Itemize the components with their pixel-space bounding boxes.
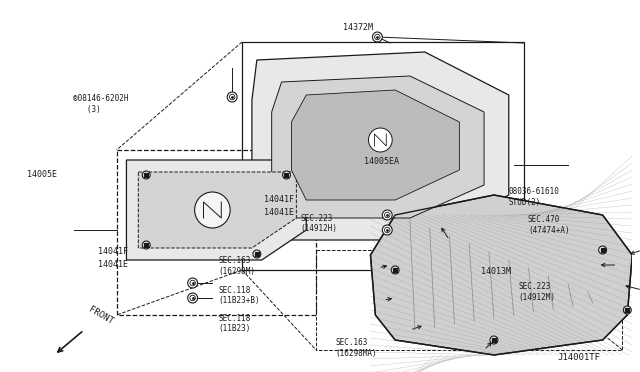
Circle shape bbox=[229, 94, 235, 100]
Polygon shape bbox=[371, 195, 632, 355]
Text: SEC.118
(11B23): SEC.118 (11B23) bbox=[218, 314, 250, 333]
Text: 14041F: 14041F bbox=[98, 247, 128, 256]
Circle shape bbox=[374, 34, 380, 40]
Circle shape bbox=[623, 306, 631, 314]
Circle shape bbox=[382, 210, 392, 220]
Text: 08036-61610
STUD(2): 08036-61610 STUD(2) bbox=[509, 187, 560, 207]
Circle shape bbox=[385, 227, 390, 233]
Circle shape bbox=[598, 246, 607, 254]
Text: SEC.470
(47474+A): SEC.470 (47474+A) bbox=[528, 215, 570, 235]
Text: J14001TF: J14001TF bbox=[557, 353, 600, 362]
Text: 14005E: 14005E bbox=[26, 170, 56, 179]
Text: SEC.118
(11B23+B): SEC.118 (11B23+B) bbox=[218, 286, 260, 305]
Polygon shape bbox=[127, 160, 307, 260]
Text: SEC.223
(14912H): SEC.223 (14912H) bbox=[300, 214, 337, 233]
Circle shape bbox=[195, 192, 230, 228]
Polygon shape bbox=[138, 172, 296, 248]
Circle shape bbox=[227, 92, 237, 102]
Text: SEC.223
(14912M): SEC.223 (14912M) bbox=[518, 282, 556, 302]
Circle shape bbox=[190, 295, 195, 301]
Polygon shape bbox=[271, 76, 484, 218]
Text: ®08146-6202H
   (3): ®08146-6202H (3) bbox=[73, 94, 128, 114]
Text: 14005EA: 14005EA bbox=[364, 157, 399, 166]
Text: 14013M: 14013M bbox=[481, 267, 511, 276]
Circle shape bbox=[188, 278, 198, 288]
Text: 14041E: 14041E bbox=[264, 208, 294, 217]
Text: SEC.163
(16298MA): SEC.163 (16298MA) bbox=[335, 338, 377, 357]
Circle shape bbox=[253, 250, 261, 258]
Circle shape bbox=[391, 266, 399, 274]
Circle shape bbox=[382, 225, 392, 235]
Text: SEC.163
(16298M): SEC.163 (16298M) bbox=[218, 256, 255, 276]
Circle shape bbox=[142, 241, 150, 249]
Text: 14372M: 14372M bbox=[343, 23, 373, 32]
Circle shape bbox=[369, 128, 392, 152]
Text: 14041E: 14041E bbox=[98, 260, 128, 269]
Text: 14041F: 14041F bbox=[264, 195, 294, 203]
Polygon shape bbox=[291, 90, 460, 200]
Circle shape bbox=[372, 32, 382, 42]
Circle shape bbox=[282, 171, 291, 179]
Circle shape bbox=[188, 293, 198, 303]
Circle shape bbox=[385, 212, 390, 218]
Circle shape bbox=[142, 171, 150, 179]
Circle shape bbox=[490, 336, 498, 344]
Circle shape bbox=[190, 280, 195, 286]
Text: FRONT: FRONT bbox=[87, 305, 115, 326]
Polygon shape bbox=[252, 52, 509, 240]
